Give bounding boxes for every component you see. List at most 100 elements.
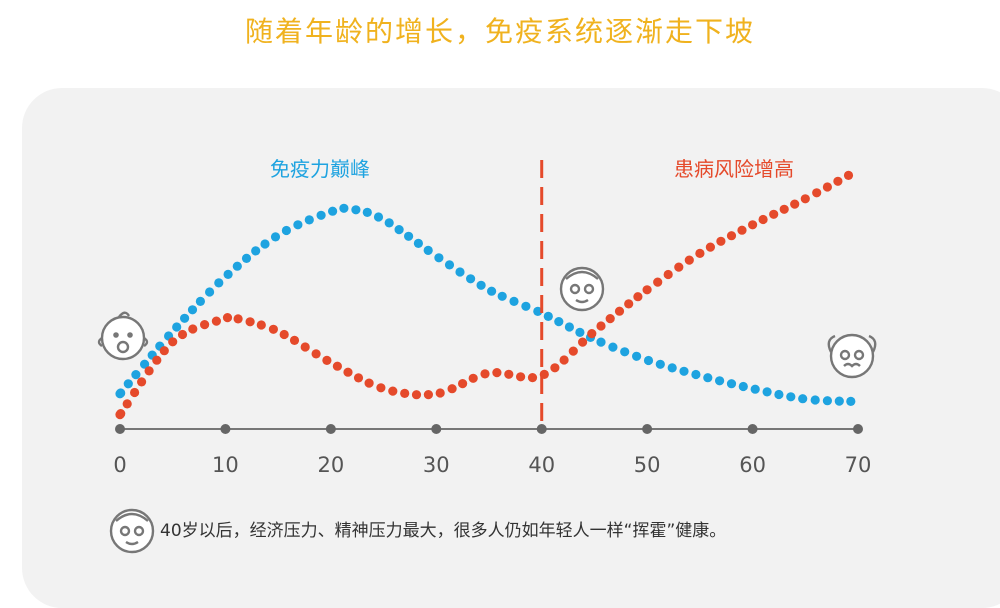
series-1-dot bbox=[364, 378, 374, 388]
series-1-dot bbox=[516, 372, 526, 382]
series-1 bbox=[115, 170, 854, 420]
series-1-dot bbox=[268, 324, 278, 334]
series-1-dot bbox=[115, 410, 125, 420]
series-1-dot bbox=[716, 236, 726, 246]
series-1-dot bbox=[423, 390, 433, 400]
series-1-dot bbox=[624, 299, 634, 309]
series-0-dot bbox=[172, 322, 182, 332]
series-layer bbox=[115, 170, 856, 420]
series-1-dot bbox=[435, 388, 445, 398]
x-tick-dot bbox=[220, 424, 231, 434]
series-1-dot bbox=[779, 204, 789, 214]
series-1-dot bbox=[653, 277, 663, 287]
baby-face-icon bbox=[97, 311, 149, 361]
series-0-dot bbox=[455, 267, 465, 277]
series-1-dot bbox=[614, 306, 625, 316]
x-tick-dot bbox=[536, 424, 547, 434]
series-0-dot bbox=[195, 296, 205, 306]
series-1-dot bbox=[695, 248, 705, 258]
series-0-dot bbox=[497, 291, 507, 301]
x-tick-dot bbox=[853, 424, 863, 434]
series-1-dot bbox=[289, 335, 300, 345]
series-0-dot bbox=[667, 363, 677, 373]
series-1-dot bbox=[279, 329, 289, 340]
series-0-dot bbox=[762, 387, 772, 397]
series-0-dot bbox=[750, 384, 760, 394]
x-axis: 0 10 20 30 40 50 60 70 bbox=[113, 424, 871, 477]
series-1-dot bbox=[400, 388, 410, 398]
series-0-dot bbox=[373, 212, 384, 222]
series-0-dot bbox=[715, 376, 725, 386]
series-1-dot bbox=[705, 242, 716, 252]
series-0-dot bbox=[223, 269, 233, 279]
series-1-dot bbox=[737, 225, 747, 235]
series-1-dot bbox=[833, 176, 843, 186]
series-1-dot bbox=[480, 369, 490, 379]
series-1-dot bbox=[468, 373, 478, 383]
series-1-dot bbox=[790, 199, 800, 209]
series-0-dot bbox=[423, 245, 433, 255]
series-1-dot bbox=[748, 220, 758, 230]
x-tick-label: 10 bbox=[212, 453, 239, 477]
series-1-dot bbox=[376, 383, 386, 393]
footnote-face-icon bbox=[109, 508, 155, 554]
series-0-dot bbox=[564, 322, 575, 332]
series-0-dot bbox=[643, 355, 654, 366]
x-tick-label: 70 bbox=[845, 453, 872, 477]
series-0-dot bbox=[786, 392, 796, 402]
series-0-dot bbox=[738, 381, 748, 392]
series-1-dot bbox=[492, 368, 502, 378]
series-0-dot bbox=[521, 301, 531, 311]
series-0-dot bbox=[304, 215, 314, 225]
series-0-dot bbox=[214, 278, 224, 288]
series-0-dot bbox=[251, 246, 261, 256]
series-0-dot bbox=[140, 359, 150, 369]
series-0-dot bbox=[316, 210, 326, 220]
series-1-dot bbox=[388, 386, 398, 396]
series-1-dot bbox=[684, 255, 694, 265]
x-tick-dot bbox=[431, 424, 442, 434]
series-0-dot bbox=[726, 379, 737, 389]
series-0-dot bbox=[822, 396, 833, 406]
series-0-dot bbox=[846, 396, 856, 406]
series-1-dot bbox=[822, 182, 833, 192]
series-1-dot bbox=[527, 373, 538, 383]
series-0-dot bbox=[205, 287, 215, 297]
series-1-dot bbox=[311, 349, 321, 359]
series-1-dot bbox=[726, 231, 737, 241]
series-0-dot bbox=[131, 370, 141, 380]
series-1-dot bbox=[843, 170, 854, 180]
footnote-text: 40岁以后，经济压力、精神压力最大，很多人仍如年轻人一样“挥霍”健康。 bbox=[160, 521, 727, 541]
annotation-immunity-peak: 免疫力巅峰 bbox=[270, 157, 370, 181]
series-0-dot bbox=[180, 313, 190, 323]
series-1-dot bbox=[200, 320, 210, 330]
series-1-dot bbox=[177, 329, 188, 340]
series-0-dot bbox=[509, 296, 519, 306]
series-1-dot bbox=[144, 366, 154, 376]
series-1-dot bbox=[568, 346, 578, 356]
series-0-dot bbox=[187, 305, 198, 315]
series-0-dot bbox=[554, 317, 564, 327]
series-1-dot bbox=[233, 314, 243, 324]
x-tick-label: 20 bbox=[317, 453, 344, 477]
series-0-dot bbox=[115, 389, 125, 399]
series-0-dot bbox=[123, 379, 133, 389]
series-0-dot bbox=[575, 327, 585, 337]
series-0-dot bbox=[362, 207, 372, 217]
series-1-dot bbox=[769, 209, 779, 219]
series-1-dot bbox=[332, 361, 342, 371]
series-1-dot bbox=[211, 316, 221, 326]
series-0-dot bbox=[596, 337, 606, 347]
series-0-dot bbox=[798, 394, 808, 404]
x-tick-dot bbox=[747, 424, 758, 434]
series-1-dot bbox=[137, 377, 147, 387]
series-0-dot bbox=[444, 260, 455, 270]
x-tick-label: 30 bbox=[423, 453, 450, 477]
series-1-dot bbox=[458, 379, 468, 389]
series-0-dot bbox=[351, 205, 361, 215]
series-1-dot bbox=[550, 363, 560, 373]
series-1-dot bbox=[447, 384, 457, 394]
series-1-dot bbox=[188, 324, 198, 334]
x-tick-dot bbox=[325, 424, 336, 434]
series-1-dot bbox=[587, 329, 597, 339]
